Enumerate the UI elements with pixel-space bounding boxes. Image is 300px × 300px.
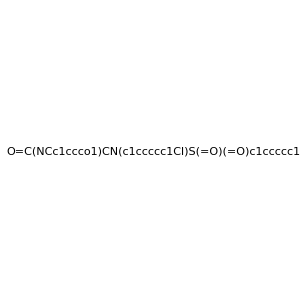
Text: O=C(NCc1ccco1)CN(c1ccccc1Cl)S(=O)(=O)c1ccccc1: O=C(NCc1ccco1)CN(c1ccccc1Cl)S(=O)(=O)c1c… [7, 146, 300, 157]
